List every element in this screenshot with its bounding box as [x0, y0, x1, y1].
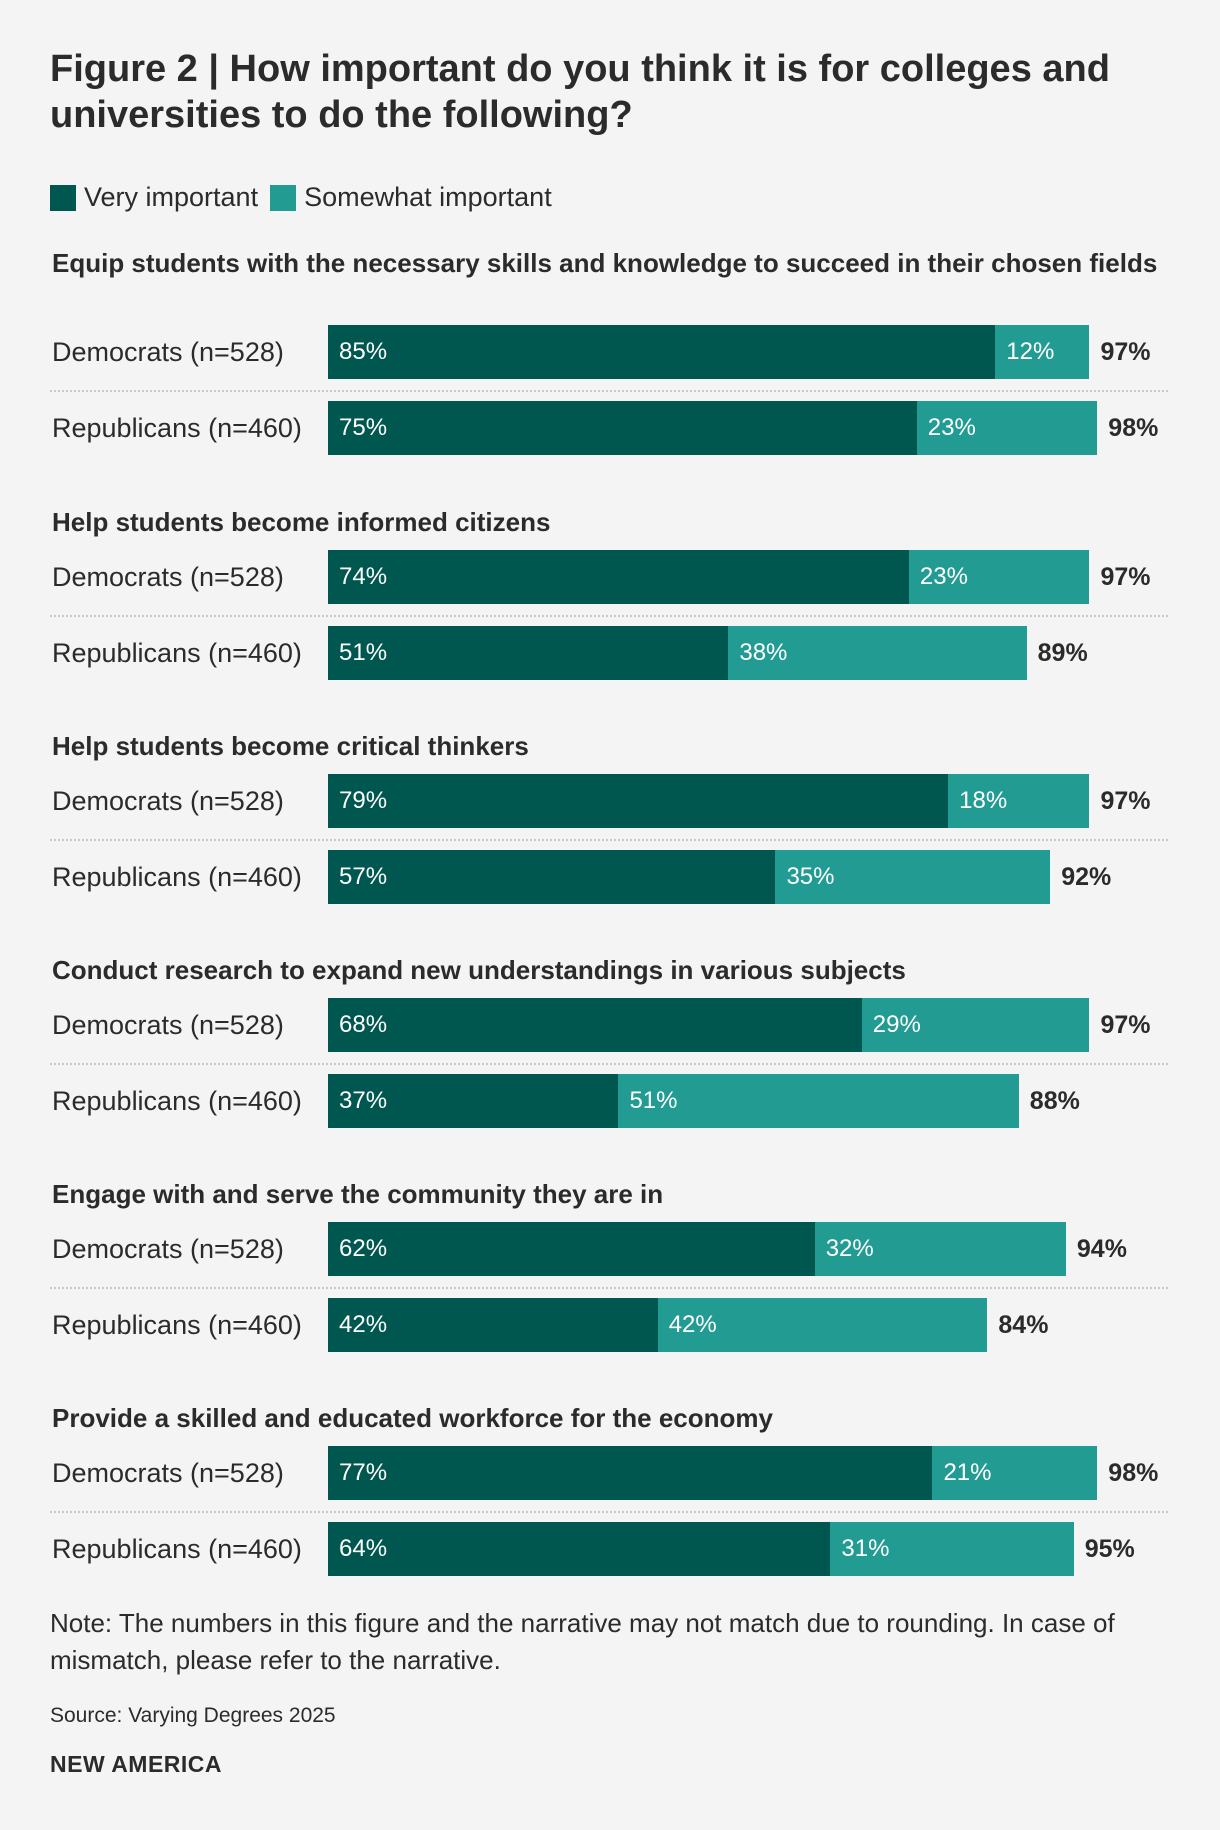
- legend-item-very-important: Very important: [50, 182, 258, 213]
- row-divider: [50, 1063, 1168, 1065]
- bar-segment-somewhat-important-republicans: 51%: [618, 1074, 1019, 1128]
- bar-segment-somewhat-important-republicans: 38%: [728, 626, 1027, 680]
- legend-swatch-somewhat-important: [270, 184, 297, 211]
- legend: Very important Somewhat important: [50, 182, 564, 213]
- row-label-democrats: Democrats (n=528): [52, 1234, 284, 1264]
- row-label-democrats: Democrats (n=528): [52, 1010, 284, 1040]
- bar-segment-somewhat-important-democrats: 23%: [908, 550, 1090, 604]
- row-label-republicans: Republicans (n=460): [52, 1310, 302, 1340]
- bar-segment-somewhat-important-democrats: 12%: [995, 325, 1090, 379]
- row-label-republicans: Republicans (n=460): [52, 1534, 302, 1564]
- bar-segment-very-important-republicans: 75%: [328, 401, 917, 455]
- bar-segment-somewhat-important-democrats: 29%: [861, 998, 1090, 1052]
- bar-segment-very-important-democrats: 85%: [328, 325, 996, 379]
- total-label-democrats: 94%: [1076, 1235, 1127, 1263]
- group-title-4: Conduct research to expand new understan…: [52, 955, 906, 985]
- bar-segment-very-important-republicans: 51%: [328, 626, 729, 680]
- bar-segment-somewhat-important-democrats: 21%: [932, 1446, 1098, 1500]
- row-label-republicans: Republicans (n=460): [52, 413, 302, 443]
- legend-swatch-very-important: [50, 184, 76, 211]
- row-divider: [50, 615, 1168, 617]
- chart-source: Source: Varying Degrees 2025: [50, 1704, 336, 1727]
- bar-segment-somewhat-important-republicans: 42%: [657, 1298, 988, 1352]
- total-label-republicans: 88%: [1029, 1087, 1080, 1115]
- total-label-republicans: 95%: [1084, 1535, 1135, 1563]
- bar-segment-somewhat-important-republicans: 23%: [916, 401, 1098, 455]
- group-title-6: Provide a skilled and educated workforce…: [52, 1403, 773, 1433]
- bar-segment-somewhat-important-republicans: 35%: [775, 850, 1051, 904]
- row-label-republicans: Republicans (n=460): [52, 638, 302, 668]
- bar-segment-somewhat-important-republicans: 31%: [830, 1522, 1074, 1576]
- total-label-democrats: 97%: [1100, 563, 1151, 591]
- bar-segment-very-important-republicans: 37%: [328, 1074, 619, 1128]
- legend-label-very-important: Very important: [84, 182, 259, 212]
- total-label-republicans: 89%: [1037, 639, 1088, 667]
- bar-segment-very-important-republicans: 42%: [328, 1298, 658, 1352]
- group-title-2: Help students become informed citizens: [52, 507, 551, 537]
- row-label-democrats: Democrats (n=528): [52, 786, 284, 816]
- row-divider: [50, 839, 1168, 841]
- group-title-5: Engage with and serve the community they…: [52, 1179, 664, 1209]
- bar-segment-somewhat-important-democrats: 32%: [814, 1222, 1066, 1276]
- row-divider: [50, 1287, 1168, 1289]
- total-label-republicans: 98%: [1108, 414, 1159, 442]
- bar-segment-very-important-democrats: 62%: [328, 1222, 815, 1276]
- row-label-republicans: Republicans (n=460): [52, 862, 302, 892]
- total-label-republicans: 92%: [1061, 863, 1112, 891]
- group-title-3: Help students become critical thinkers: [52, 731, 529, 761]
- bar-segment-very-important-republicans: 64%: [328, 1522, 831, 1576]
- bar-segment-very-important-republicans: 57%: [328, 850, 776, 904]
- bar-segment-very-important-democrats: 68%: [328, 998, 862, 1052]
- row-divider: [50, 390, 1168, 392]
- chart-note: Note: The numbers in this figure and the…: [50, 1608, 1115, 1675]
- row-label-democrats: Democrats (n=528): [52, 562, 284, 592]
- chart-title: Figure 2 | How important do you think it…: [50, 48, 1110, 136]
- bar-segment-very-important-democrats: 79%: [328, 774, 949, 828]
- brand-logo-text: NEW AMERICA: [50, 1751, 223, 1777]
- legend-label-somewhat-important: Somewhat important: [304, 182, 552, 212]
- bar-segment-somewhat-important-democrats: 18%: [948, 774, 1090, 828]
- total-label-democrats: 97%: [1100, 787, 1151, 815]
- total-label-democrats: 97%: [1100, 1011, 1151, 1039]
- group-title-1: Equip students with the necessary skills…: [52, 248, 1158, 278]
- total-label-democrats: 97%: [1100, 338, 1151, 366]
- bar-segment-very-important-democrats: 74%: [328, 550, 909, 604]
- row-label-democrats: Democrats (n=528): [52, 1458, 284, 1488]
- legend-item-somewhat-important: Somewhat important: [270, 182, 552, 213]
- total-label-republicans: 84%: [998, 1311, 1049, 1339]
- row-divider: [50, 1511, 1168, 1513]
- bar-segment-very-important-democrats: 77%: [328, 1446, 933, 1500]
- row-label-democrats: Democrats (n=528): [52, 337, 284, 367]
- row-label-republicans: Republicans (n=460): [52, 1086, 302, 1116]
- total-label-democrats: 98%: [1108, 1459, 1159, 1487]
